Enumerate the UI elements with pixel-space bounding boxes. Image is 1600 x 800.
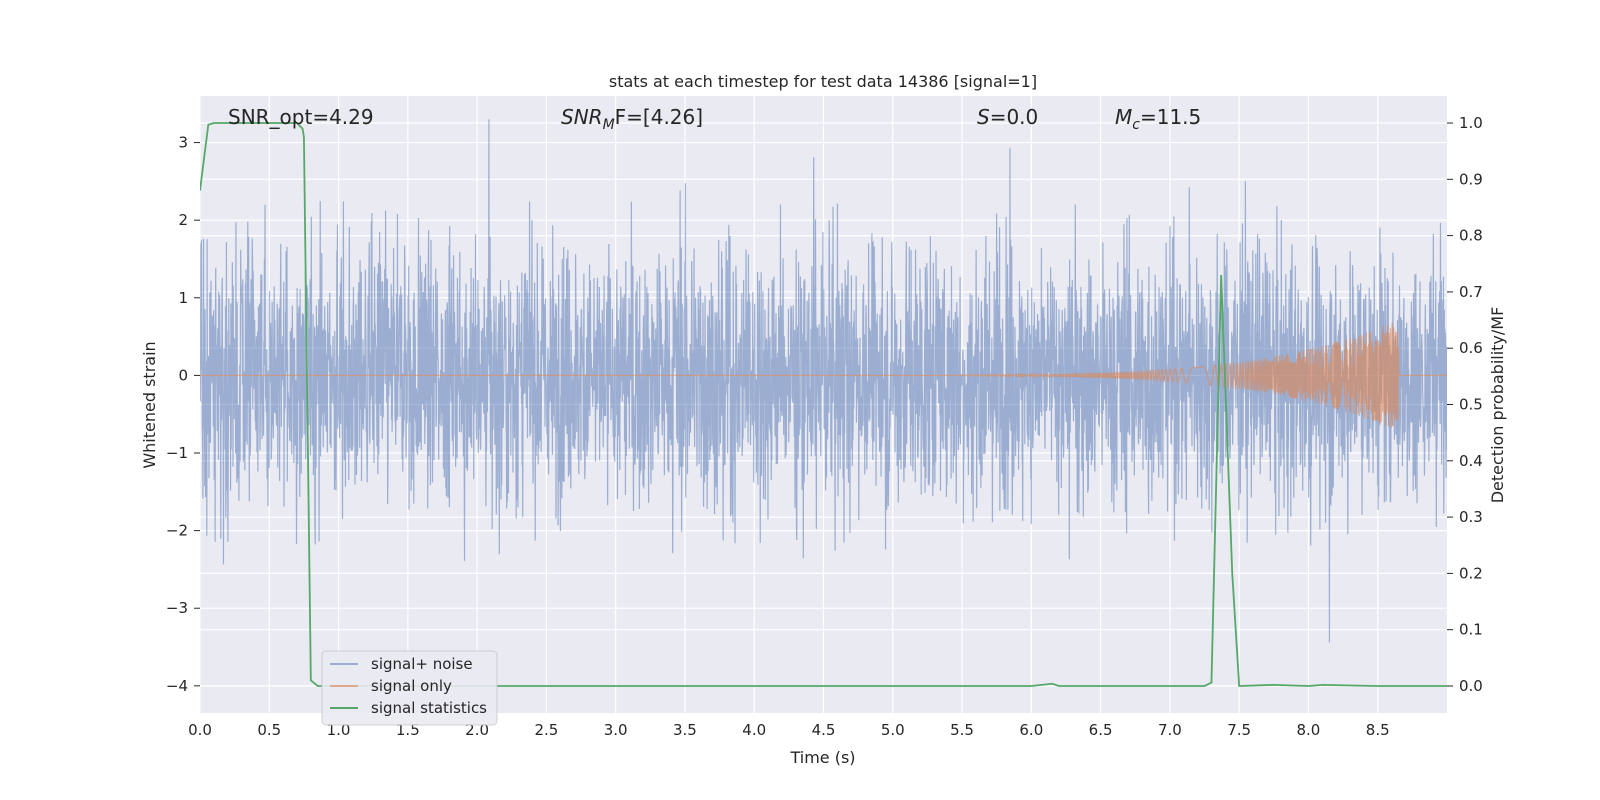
signal-plus-noise-series [200,119,1447,643]
y-right-tick-label: 0.1 [1459,621,1483,639]
y-left-tick-label: −4 [166,677,188,695]
annotation-s: S=0.0 [977,105,1038,129]
x-tick-label: 7.0 [1158,721,1182,739]
y-right-tick-label: 0.0 [1459,677,1483,695]
y-left-tick-label: 1 [178,289,188,307]
y-right-tick-label: 1.0 [1459,114,1483,132]
x-axis-label: Time (s) [789,748,855,767]
y-right-tick-label: 0.6 [1459,339,1483,357]
y-left-tick-label: 0 [178,366,188,384]
signal-only-line [200,322,1447,428]
y-right-tick-label: 0.9 [1459,170,1483,188]
legend-box [321,650,498,726]
left-y-axis-label: Whitened strain [140,341,159,468]
signal-only-series [200,322,1447,428]
x-tick-label: 3.0 [604,721,628,739]
x-axis-ticks: 0.0 0.5 1.0 1.5 2.0 2.5 3.0 3.5 4.0 4.5 5.0 5.5 6.0 6… [188,721,1390,739]
signal-plus-noise-line [200,119,1447,643]
signal-statistics-series [200,122,1447,687]
x-tick-label: 0.5 [257,721,281,739]
x-tick-label: 2.5 [534,721,558,739]
x-tick-label: 8.5 [1366,721,1390,739]
x-tick-label: 6.0 [1019,721,1043,739]
annotation-snr-mf: SNRMF=[4.26] [561,105,703,133]
y-left-tick-label: 2 [178,211,188,229]
y-right-tick-label: 0.3 [1459,508,1483,526]
y-right-tick-label: 0.7 [1459,283,1483,301]
y-right-tick-label: 0.2 [1459,564,1483,582]
x-tick-label: 7.5 [1227,721,1251,739]
legend: signal+ noise signal only signal statist… [321,650,498,726]
right-y-axis-label: Detection probability/MF [1488,307,1507,504]
y-left-tick-label: −2 [166,522,188,540]
x-tick-label: 5.0 [881,721,905,739]
y-left-tick-label: −1 [166,444,188,462]
x-tick-label: 0.0 [188,721,212,739]
y-left-tick-label: 3 [178,134,188,152]
right-y-axis-ticks: 1.0 0.9 0.8 0.7 0.6 0.5 0.4 0.3 0.2 0.1 0.0 [1447,114,1483,695]
y-right-tick-label: 0.4 [1459,452,1483,470]
y-right-tick-label: 0.5 [1459,396,1483,414]
signal-statistics-line [200,122,1447,687]
legend-label-signal-plus-noise: signal+ noise [371,655,473,673]
x-tick-label: 4.0 [742,721,766,739]
x-tick-label: 5.5 [950,721,974,739]
x-tick-label: 3.5 [673,721,697,739]
annotation-snr-opt: SNR_opt=4.29 [228,105,374,129]
chart-title: stats at each timestep for test data 143… [609,72,1037,91]
left-y-axis-ticks: 3 2 1 0 −1 −2 −3 −4 [166,134,200,695]
x-tick-label: 8.0 [1297,721,1321,739]
y-right-tick-label: 0.8 [1459,227,1483,245]
legend-label-signal-only: signal only [371,677,452,695]
x-tick-label: 4.5 [812,721,836,739]
annotation-mc: Mc=11.5 [1115,105,1201,133]
x-tick-label: 6.5 [1089,721,1113,739]
legend-label-signal-statistics: signal statistics [371,699,487,717]
y-left-tick-label: −3 [166,599,188,617]
